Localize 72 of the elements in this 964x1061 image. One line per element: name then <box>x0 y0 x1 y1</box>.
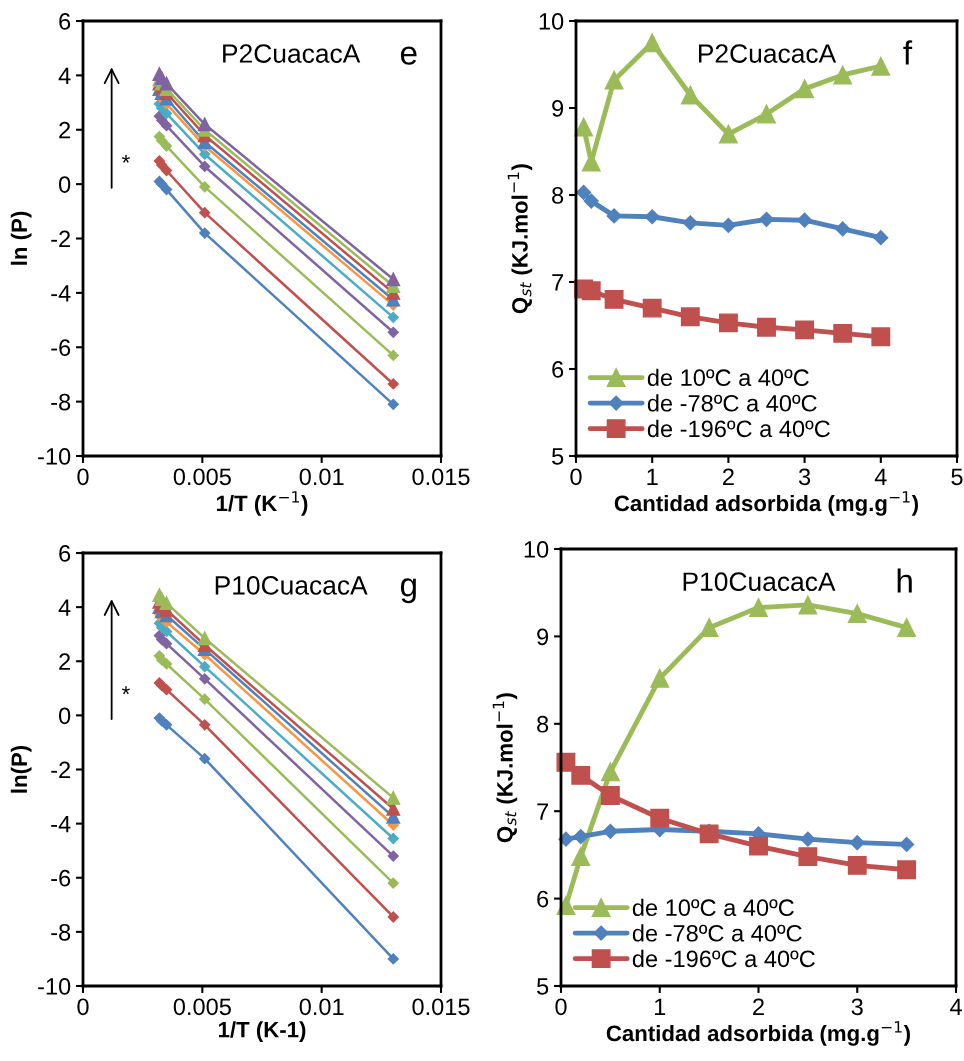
legend-label: de -196ºC a 40ºC <box>632 949 815 968</box>
annotation: e <box>400 46 417 65</box>
x-tick-label: 0.01 <box>299 468 344 486</box>
annotation: P10CuacacA <box>683 572 836 592</box>
y-tick-label: -4 <box>51 285 71 302</box>
x-tick-label: 0 <box>77 998 89 1016</box>
legend-label: de 10ºC a 40ºC <box>632 898 794 917</box>
y-axis-title: Q$_{st}$ (KJ.mol$^{−1}$) <box>507 164 533 314</box>
y-tick-label: 8 <box>537 715 549 733</box>
legend-label: de -78ºC a 40ºC <box>632 924 802 942</box>
y-tick-label: 8 <box>552 187 564 204</box>
y-tick-label: 10 <box>524 541 549 558</box>
x-tick-label: 3 <box>798 468 811 486</box>
y-tick-label: -6 <box>51 339 71 357</box>
legend-label: de -196ºC a 40ºC <box>647 419 830 438</box>
y-axis-title: ln(P) <box>10 745 32 793</box>
x-axis-title: 1/T (K-1) <box>218 1021 306 1042</box>
annotation: h <box>897 568 912 593</box>
annotation: f <box>903 40 913 65</box>
x-tick-label: 0.01 <box>299 998 344 1016</box>
y-tick-label: -4 <box>51 815 71 833</box>
y-tick-label: -6 <box>51 869 71 887</box>
y-tick-label: 7 <box>537 803 549 820</box>
y-tick-label: 9 <box>552 100 564 117</box>
y-tick-label: 5 <box>552 448 564 465</box>
annotation: P2CuacacA <box>698 44 837 63</box>
x-axis-title: Cantidad adsorbida (mg.g$^{−1}$) <box>614 491 918 516</box>
annotation: g <box>400 578 416 604</box>
y-tick-label: 7 <box>552 274 564 291</box>
x-tick-label: 0.005 <box>173 468 231 486</box>
x-tick-label: 4 <box>949 998 962 1015</box>
legend-label: de -78ºC a 40ºC <box>647 394 817 412</box>
y-tick-label: 2 <box>59 121 71 139</box>
x-tick-label: 0 <box>77 468 89 486</box>
annotation: P10CuacacA <box>215 576 368 595</box>
y-tick-label: -8 <box>51 393 71 411</box>
y-tick-label: 4 <box>58 599 71 616</box>
x-tick-label: 2 <box>723 468 734 485</box>
y-axis-title: ln (P) <box>10 211 32 265</box>
y-tick-label: 6 <box>59 545 71 562</box>
y-tick-label: 9 <box>537 628 549 646</box>
x-tick-label: 4 <box>874 468 887 485</box>
x-tick-label: 0.015 <box>412 468 470 486</box>
x-tick-label: 3 <box>851 998 863 1016</box>
y-tick-label: 5 <box>537 978 549 995</box>
x-axis-title: 1/T (K$^{−1}$) <box>216 491 308 516</box>
y-tick-label: 6 <box>59 13 71 30</box>
x-tick-label: 1 <box>647 468 658 485</box>
x-tick-label: 0.015 <box>412 998 470 1016</box>
y-tick-label: 10 <box>539 13 564 30</box>
x-tick-label: 1 <box>654 998 666 1015</box>
annotation: P2CuacacA <box>223 44 361 63</box>
y-tick-label: -10 <box>38 978 71 995</box>
y-tick-label: 0 <box>58 176 71 193</box>
y-tick-label: 0 <box>58 707 71 725</box>
y-tick-label: -10 <box>38 448 71 465</box>
x-tick-label: 0.005 <box>173 998 231 1016</box>
x-tick-label: 5 <box>951 468 963 486</box>
y-tick-label: -2 <box>51 230 71 248</box>
x-tick-label: 0 <box>570 468 582 486</box>
y-tick-label: 6 <box>537 890 549 908</box>
annotation: * <box>121 686 130 695</box>
y-tick-label: 4 <box>58 67 71 84</box>
x-tick-label: 2 <box>753 998 764 1015</box>
y-axis-title: Q$_{st}$ (KJ.mol$^{−1}$) <box>492 693 518 843</box>
annotation: * <box>121 155 130 163</box>
y-tick-label: 2 <box>59 653 71 670</box>
y-tick-label: -2 <box>51 761 71 779</box>
x-axis-title: Cantidad adsorbida (mg.g$^{−1}$) <box>606 1021 910 1046</box>
y-tick-label: 6 <box>552 361 564 378</box>
legend-label: de 10ºC a 40ºC <box>647 368 809 387</box>
y-tick-label: -8 <box>51 923 71 941</box>
